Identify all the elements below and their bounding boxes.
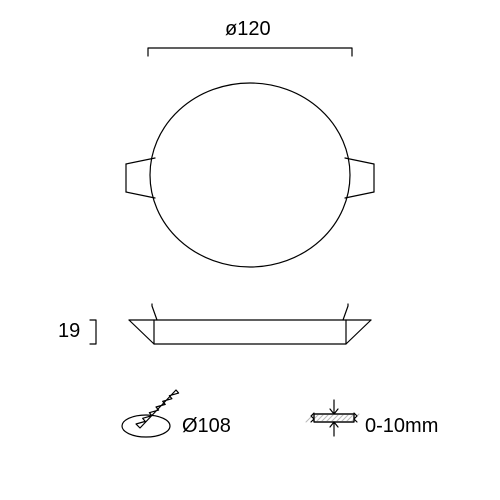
panel-side-view — [129, 320, 371, 344]
thickness-label: 0-10mm — [365, 415, 438, 438]
saw-icon — [136, 390, 179, 428]
height-bracket — [90, 320, 96, 344]
arrow-down-icon — [330, 400, 338, 414]
height-label: 19 — [58, 320, 80, 343]
diameter-label: ø120 — [225, 18, 271, 41]
panel-top-view — [150, 83, 350, 267]
clip-arm — [345, 192, 374, 198]
diameter-bracket — [148, 48, 352, 56]
thickness-icon — [306, 414, 359, 422]
side-clip — [343, 304, 348, 320]
side-clip — [152, 304, 157, 320]
cutout-label: Ø108 — [182, 415, 231, 438]
arrow-up-icon — [330, 422, 338, 436]
clip-arm — [126, 192, 155, 198]
